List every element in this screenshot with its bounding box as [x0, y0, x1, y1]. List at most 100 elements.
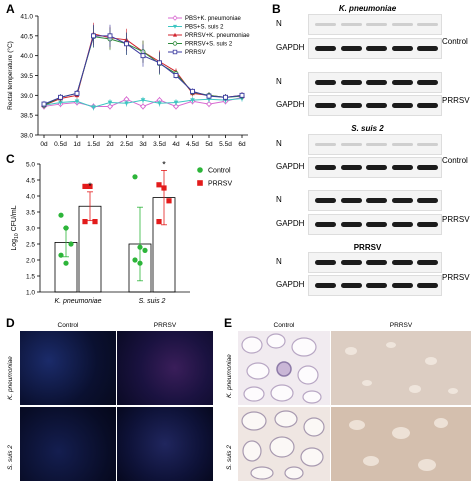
blot-band [340, 222, 362, 227]
a-data-point [107, 100, 113, 105]
a-y-tick-label: 41.0 [20, 14, 33, 21]
c-data-point [132, 257, 138, 263]
a-data-point [172, 103, 180, 110]
a-legend-marker [173, 24, 177, 29]
a-data-point [41, 101, 47, 107]
c-data-point [161, 185, 167, 191]
a-x-tick-label: 5.5d [219, 141, 232, 148]
panel-label-a: A [6, 2, 15, 16]
a-data-point [58, 100, 63, 105]
c-x-tick-label: K. pneumoniae [54, 298, 101, 305]
a-data-point [106, 103, 114, 110]
a-x-tick-label: 3d [139, 141, 147, 148]
c-data-point [92, 219, 98, 225]
blot-band [391, 198, 413, 203]
d-col-prrsv: PRRSV [153, 322, 177, 329]
c-data-point [156, 219, 162, 225]
a-y-axis-label: Rectal temperature (°C) [6, 41, 14, 110]
c-y-tick-label: 5.0 [26, 162, 35, 169]
blot-group-prrsv-ss: PRRSV [442, 215, 470, 224]
blot-label-n: N [276, 19, 282, 28]
d-image-ss-control [20, 407, 116, 481]
c-y-tick-label: 4.5 [26, 178, 35, 185]
blot-title-ss: S. suis 2 [351, 124, 384, 133]
blot-band [340, 165, 362, 170]
c-data-point [68, 241, 74, 247]
c-data-point [137, 260, 143, 266]
e-image-ss-prrsv [331, 407, 471, 481]
a-data-point [173, 73, 179, 78]
blot-band [315, 222, 336, 227]
a-data-point [91, 33, 96, 39]
a-data-point [157, 101, 162, 106]
c-data-point [137, 244, 143, 250]
blot-group-control-kp: Control [442, 37, 468, 46]
blot-band [340, 23, 362, 26]
western-blot-panel: K. pneumoniae S. suis 2 PRRSV Control PR… [270, 0, 476, 305]
blot-band [417, 283, 438, 288]
a-x-tick-label: 4.5d [186, 141, 199, 148]
a-legend-label: PBS+S. suis 2 [185, 25, 224, 31]
blot-band [340, 198, 362, 203]
blot-group-prrsv: PRRSV [442, 273, 470, 282]
blot-title-prrsv: PRRSV [353, 243, 382, 252]
c-data-point [63, 225, 69, 231]
blot-band [366, 222, 387, 227]
c-significance-star: * [162, 159, 166, 169]
a-data-point [190, 98, 195, 103]
blot-band [340, 283, 362, 288]
c-data-point [63, 260, 69, 266]
a-data-point [173, 100, 179, 105]
c-y-axis-label: Log10 CFU/mL [11, 205, 20, 250]
panel-label-e: E [224, 316, 233, 330]
c-y-tick-label: 3.5 [26, 210, 35, 217]
c-legend-label-prrsv: PRRSV [208, 181, 232, 188]
c-data-point [132, 174, 138, 180]
blot-label-gapdh: GAPDH [276, 162, 305, 171]
a-x-tick-label: 6d [238, 141, 246, 148]
c-legend-marker-prrsv [197, 180, 203, 186]
blot-group-prrsv-kp: PRRSV [442, 96, 470, 105]
blot-band [391, 283, 413, 288]
blot-band [340, 260, 362, 265]
blot-band [417, 46, 438, 51]
a-legend-label: PRRSV+K. pneumoniae [185, 33, 250, 39]
c-y-tick-label: 2.0 [26, 258, 35, 265]
a-x-tick-label: 5d [205, 141, 213, 148]
blot-band [391, 143, 413, 146]
e-image-ss-control [238, 407, 330, 481]
a-y-tick-label: 38.0 [20, 133, 33, 140]
blot-band [366, 23, 387, 26]
blot-label-n: N [276, 77, 282, 86]
a-y-tick-label: 40.5 [20, 33, 33, 40]
n-blot-strip [308, 252, 442, 273]
blot-band [366, 103, 387, 108]
blot-band [391, 260, 413, 265]
blot-band [366, 46, 387, 51]
a-y-tick-label: 39.5 [20, 73, 33, 80]
a-data-point [91, 105, 96, 110]
n-blot-strip [308, 14, 442, 35]
d-col-control: Control [57, 322, 79, 329]
d-row-kp: K. pneumoniae [7, 356, 14, 400]
blot-title-kp: K. pneumoniae [338, 4, 397, 13]
a-y-tick-label: 38.5 [20, 113, 33, 120]
blot-band [315, 80, 336, 85]
a-data-point [107, 33, 113, 39]
d-image-kp-control [20, 331, 116, 405]
e-row-kp: K. pneumoniae [226, 354, 233, 398]
c-data-point [58, 212, 64, 218]
blot-band [366, 198, 387, 203]
a-legend-marker [172, 49, 178, 55]
blot-band [340, 46, 362, 51]
a-legend-label: PRRSV [185, 50, 206, 56]
blot-band [417, 222, 438, 227]
e-col-control: Control [273, 322, 295, 329]
gapdh-blot-strip [308, 157, 442, 178]
a-x-tick-label: 2.5d [120, 141, 133, 148]
blot-label-gapdh: GAPDH [276, 280, 305, 289]
a-x-tick-label: 1.5d [87, 141, 100, 148]
a-legend-marker [172, 41, 178, 46]
gapdh-blot-strip [308, 275, 442, 296]
c-y-tick-label: 1.5 [26, 274, 35, 281]
